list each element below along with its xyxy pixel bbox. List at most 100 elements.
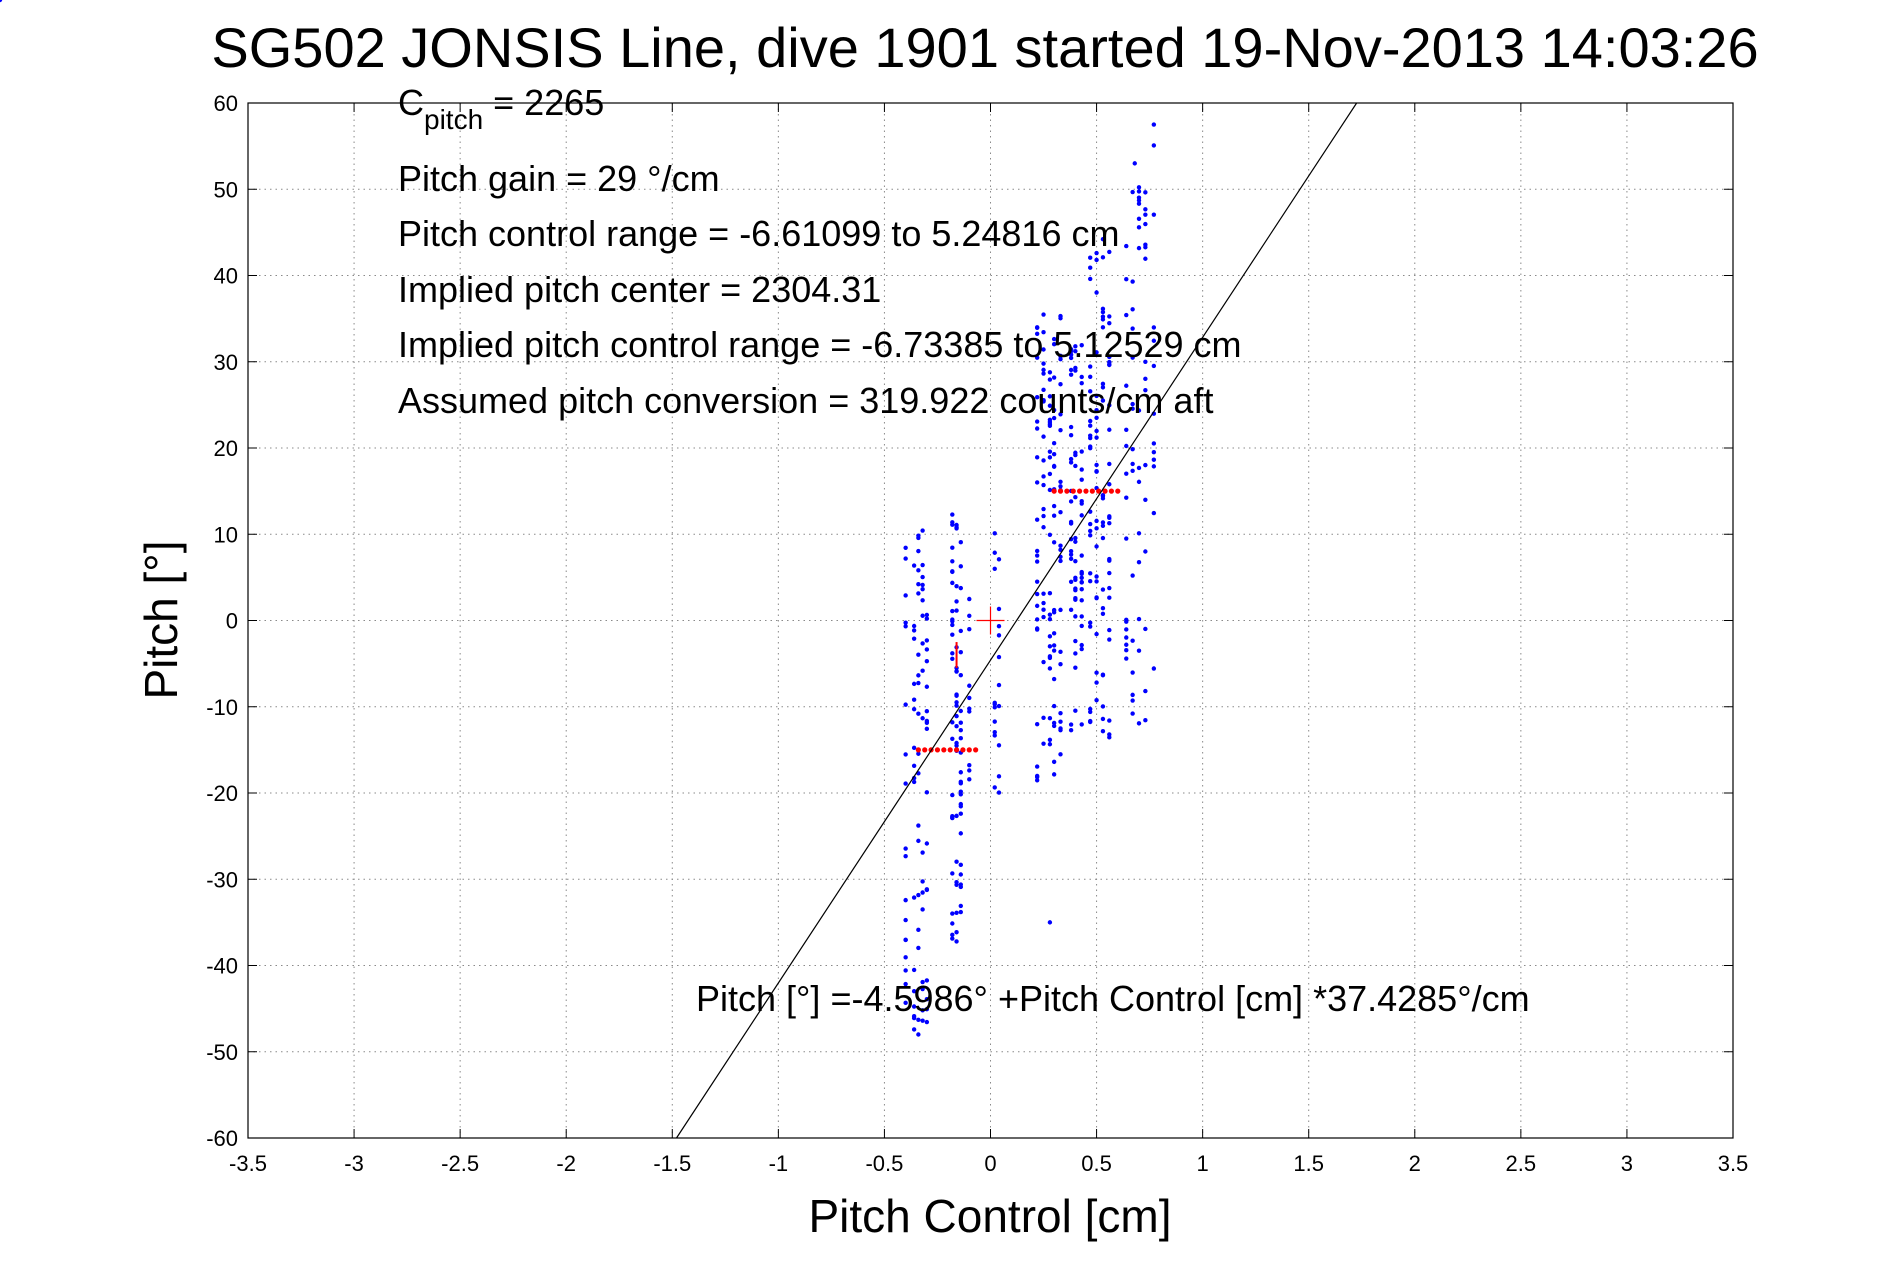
data-point: [1143, 462, 1148, 468]
data-point: [1058, 484, 1063, 489]
y-tick-label: 0: [226, 609, 238, 634]
center-marker: [976, 606, 1005, 635]
data-point: [1124, 656, 1129, 661]
data-point: [1041, 387, 1046, 393]
data-point: [1094, 518, 1099, 524]
data-point: [958, 804, 963, 809]
data-point: [911, 763, 917, 768]
data-point: [1051, 441, 1057, 446]
data-point: [967, 695, 972, 701]
data-point: [1124, 243, 1129, 249]
data-point: [1041, 506, 1046, 512]
bin-mean-markers: [915, 488, 1121, 753]
bin-mean-point: [1051, 488, 1057, 494]
data-point: [1143, 688, 1148, 694]
bin-mean-point: [973, 747, 979, 753]
data-point: [911, 697, 917, 702]
data-point: [1047, 394, 1053, 399]
x-tick-label: 3.5: [1718, 1151, 1749, 1176]
data-point: [954, 859, 959, 864]
data-point: [1130, 711, 1135, 716]
bin-mean-point: [1057, 488, 1064, 494]
data-point: [1151, 363, 1157, 369]
data-point: [1124, 627, 1129, 632]
data-point: [958, 649, 963, 655]
data-point: [950, 792, 955, 798]
x-axis-ticks: -3.5 -3 -2.5 -2 -1.5 -1 -0.5 0 0.5 1 1.5 2 2.5 3 3.5: [229, 103, 1748, 1176]
data-point: [1143, 242, 1148, 247]
data-point: [1088, 445, 1093, 451]
data-point: [1143, 497, 1148, 503]
data-point: [1100, 704, 1106, 709]
data-point: [1079, 598, 1084, 603]
data-point: [911, 623, 917, 629]
x-tick-label: 3: [1621, 1151, 1633, 1176]
data-point: [950, 814, 955, 819]
data-point: [1041, 600, 1046, 606]
data-point: [1073, 450, 1078, 455]
data-point: [1041, 614, 1046, 620]
data-point: [1136, 479, 1142, 485]
data-point: [903, 853, 908, 859]
data-point: [1047, 449, 1053, 454]
data-point: [1130, 279, 1135, 284]
data-point: [954, 713, 959, 719]
data-point: [924, 978, 930, 983]
y-tick-label: 10: [214, 522, 238, 547]
x-axis-label: Pitch Control [cm]: [809, 1190, 1172, 1242]
data-point: [950, 617, 955, 622]
data-point: [1034, 480, 1040, 485]
data-point: [950, 720, 955, 725]
data-point: [1047, 403, 1053, 408]
data-point: [924, 658, 930, 664]
data-point: [950, 608, 955, 614]
data-point: [924, 720, 930, 725]
data-point: [1088, 276, 1093, 282]
data-point: [967, 709, 972, 714]
data-point: [1100, 520, 1106, 525]
data-point: [1058, 607, 1063, 613]
data-point: [1151, 449, 1157, 455]
data-point: [1130, 698, 1135, 703]
bin-mean-point: [915, 747, 921, 753]
data-point: [903, 593, 908, 598]
data-point: [916, 838, 921, 844]
data-point: [916, 548, 921, 554]
y-tick-label: 40: [214, 264, 238, 289]
data-point: [1124, 427, 1129, 432]
data-point: [954, 668, 959, 674]
data-point: [916, 823, 921, 828]
data-point: [1107, 585, 1112, 591]
data-point: [1051, 648, 1057, 653]
data-point: [1051, 407, 1057, 413]
data-point: [1058, 649, 1063, 655]
data-point: [992, 719, 997, 724]
data-point: [1034, 325, 1040, 330]
x-tick-label: -3.5: [229, 1151, 267, 1176]
data-point: [1034, 426, 1040, 431]
data-point: [1143, 221, 1148, 227]
data-point: [1136, 195, 1142, 200]
annotation-c-pitch-value: = 2265: [483, 82, 604, 123]
data-point: [1094, 462, 1099, 468]
data-point: [958, 862, 963, 868]
data-point: [992, 531, 997, 536]
data-point: [1107, 515, 1112, 521]
data-point: [920, 582, 925, 588]
data-point: [958, 628, 963, 634]
data-point: [1100, 385, 1106, 390]
data-point: [1094, 697, 1099, 703]
data-point: [1100, 606, 1106, 611]
data-point: [1143, 376, 1148, 382]
data-point: [1073, 495, 1078, 500]
bin-mean-point: [966, 747, 972, 753]
data-point: [1124, 495, 1129, 500]
data-point: [1047, 654, 1053, 659]
data-point: [950, 559, 955, 564]
data-point: [1100, 306, 1106, 312]
data-point: [1073, 535, 1078, 541]
data-point: [1100, 314, 1106, 319]
data-point: [1151, 510, 1157, 516]
data-point: [924, 841, 930, 846]
data-point: [1051, 375, 1057, 380]
